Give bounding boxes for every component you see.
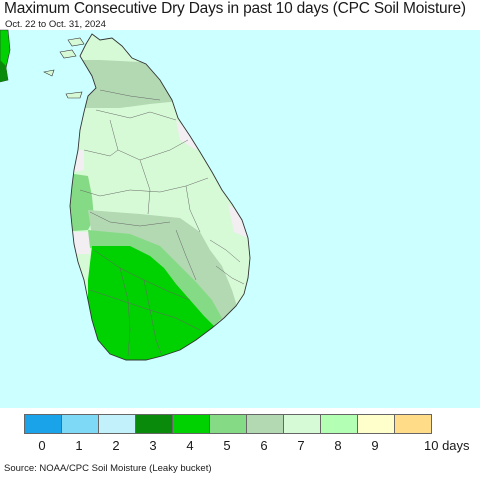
- legend-swatch-7: [283, 414, 321, 434]
- source-credit: Source: NOAA/CPC Soil Moisture (Leaky bu…: [4, 463, 212, 474]
- legend-colorbar: [24, 414, 432, 434]
- legend-label-4: 4: [186, 438, 194, 453]
- legend-swatch-9: [357, 414, 395, 434]
- legend-label-9: 9: [371, 438, 379, 453]
- legend-labels: 0 1 2 3 4 5 6 7 8 9: [0, 438, 480, 456]
- southwest: [88, 246, 216, 360]
- legend-label-8: 8: [334, 438, 342, 453]
- mainland-corner-dark: [0, 60, 8, 82]
- legend-label-3: 3: [149, 438, 157, 453]
- island-outline: [69, 33, 251, 361]
- west-white-2: [70, 232, 90, 254]
- legend-swatch-0: [24, 414, 62, 434]
- map-subtitle: Oct. 22 to Oct. 31, 2024: [5, 19, 106, 30]
- legend-swatch-6: [246, 414, 284, 434]
- legend-label-6: 6: [260, 438, 268, 453]
- legend-label-1: 1: [75, 438, 83, 453]
- legend-label-5: 5: [223, 438, 231, 453]
- district-borders: [79, 89, 245, 357]
- legend-units: 10 days: [424, 438, 470, 453]
- west-strip: [70, 172, 94, 232]
- legend-swatch-2: [98, 414, 136, 434]
- legend-swatch-8: [320, 414, 358, 434]
- legend-label-7: 7: [297, 438, 305, 453]
- legend-swatch-3: [135, 414, 173, 434]
- legend-swatch-5: [209, 414, 247, 434]
- legend-label-0: 0: [38, 438, 46, 453]
- legend-label-2: 2: [112, 438, 120, 453]
- jaffna-islets: [43, 37, 85, 99]
- legend-swatch-1: [61, 414, 99, 434]
- legend-swatch-10: [394, 414, 432, 434]
- legend-swatch-4: [172, 414, 210, 434]
- map-title: Maximum Consecutive Dry Days in past 10 …: [4, 0, 466, 17]
